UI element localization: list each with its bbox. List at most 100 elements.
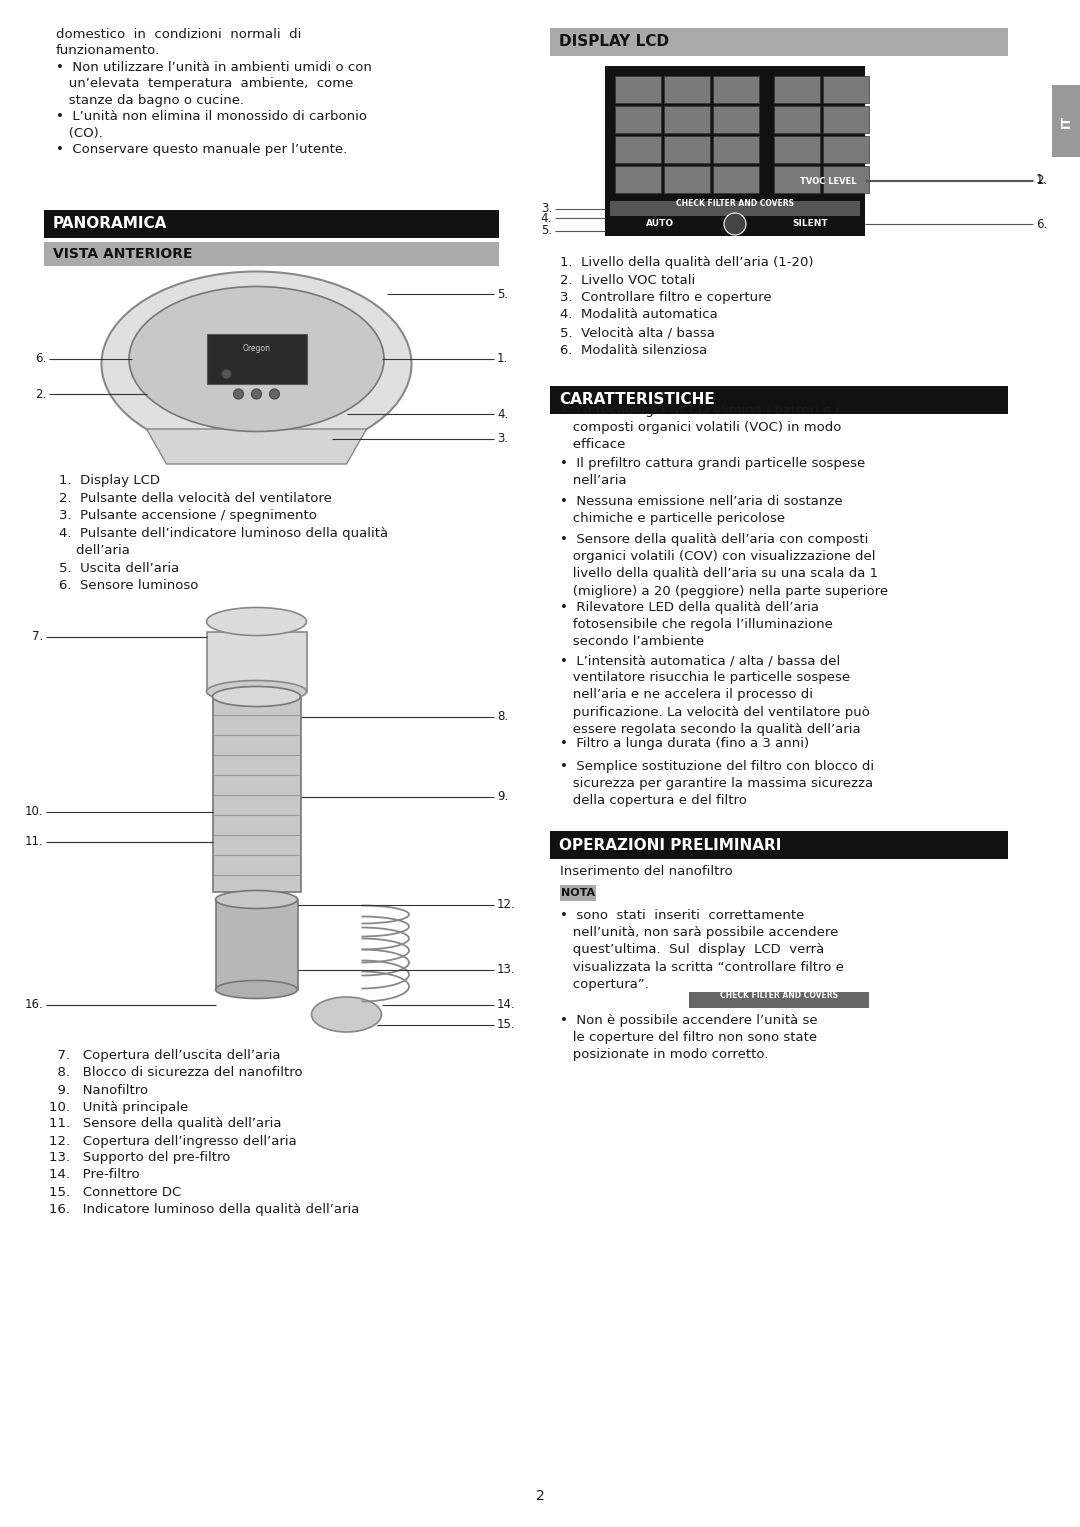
Text: 8.   Blocco di sicurezza del nanofiltro: 8. Blocco di sicurezza del nanofiltro xyxy=(49,1066,302,1080)
Bar xyxy=(713,136,759,163)
Text: 4.: 4. xyxy=(497,408,509,420)
Text: 1.  Display LCD: 1. Display LCD xyxy=(59,473,160,487)
Text: CARATTERISTICHE: CARATTERISTICHE xyxy=(559,392,715,408)
Polygon shape xyxy=(147,429,366,464)
Bar xyxy=(610,202,860,215)
Text: 11.   Sensore della qualità dell’aria: 11. Sensore della qualità dell’aria xyxy=(49,1118,282,1130)
Ellipse shape xyxy=(311,997,381,1032)
Text: 15.   Connettore DC: 15. Connettore DC xyxy=(49,1185,181,1199)
Text: 5.: 5. xyxy=(497,287,508,301)
Bar xyxy=(615,136,661,163)
Bar xyxy=(206,334,307,383)
Bar xyxy=(664,76,710,102)
Text: 5.  Velocità alta / bassa: 5. Velocità alta / bassa xyxy=(561,325,715,339)
Text: •  Nessuna emissione nell’aria di sostanze
   chimiche e particelle pericolose: • Nessuna emissione nell’aria di sostanz… xyxy=(561,495,842,525)
Text: 6.  Sensore luminoso: 6. Sensore luminoso xyxy=(59,579,199,592)
Text: •  Rilevatore LED della qualità dell’aria
   fotosensibile che regola l’illumina: • Rilevatore LED della qualità dell’aria… xyxy=(561,602,833,649)
Bar xyxy=(44,211,499,238)
Text: SILENT: SILENT xyxy=(793,220,827,229)
Text: 6.: 6. xyxy=(1036,217,1048,231)
Text: •  Il prefiltro cattura grandi particelle sospese
   nell’aria: • Il prefiltro cattura grandi particelle… xyxy=(561,457,865,487)
Text: 12.: 12. xyxy=(497,898,516,912)
Bar xyxy=(550,831,1008,860)
Text: 12.   Copertura dell’ingresso dell’aria: 12. Copertura dell’ingresso dell’aria xyxy=(49,1135,297,1147)
Text: 1.: 1. xyxy=(497,353,509,365)
Text: 7.: 7. xyxy=(31,631,43,643)
Text: •  Non utilizzare l’unità in ambienti umidi o con: • Non utilizzare l’unità in ambienti umi… xyxy=(56,61,372,73)
Bar xyxy=(774,166,820,192)
Bar xyxy=(689,993,869,1008)
Ellipse shape xyxy=(216,980,297,999)
Text: •  Non è possibile accendere l’unità se
   le coperture del filtro non sono stat: • Non è possibile accendere l’unità se l… xyxy=(561,1014,818,1061)
Text: •  L’intensità automatica / alta / bassa del
   ventilatore risucchia le partice: • L’intensità automatica / alta / bassa … xyxy=(561,654,869,736)
Bar xyxy=(713,166,759,192)
Text: 5.: 5. xyxy=(541,224,552,238)
Text: OPERAZIONI PRELIMINARI: OPERAZIONI PRELIMINARI xyxy=(559,837,781,852)
Circle shape xyxy=(252,389,261,399)
Text: PANORAMICA: PANORAMICA xyxy=(53,217,167,232)
Text: 5.  Uscita dell’aria: 5. Uscita dell’aria xyxy=(59,562,179,574)
Bar xyxy=(774,136,820,163)
Text: 2.  Livello VOC totali: 2. Livello VOC totali xyxy=(561,273,696,287)
Text: Inserimento del nanofiltro: Inserimento del nanofiltro xyxy=(561,864,732,878)
Bar xyxy=(615,166,661,192)
Bar xyxy=(664,166,710,192)
Text: 3.: 3. xyxy=(497,432,508,446)
Text: 6.  Modalità silenziosa: 6. Modalità silenziosa xyxy=(561,344,707,356)
Text: VISTA ANTERIORE: VISTA ANTERIORE xyxy=(53,247,192,261)
Text: 4.  Modalità automatica: 4. Modalità automatica xyxy=(561,308,718,322)
Text: 2.  Pulsante della velocità del ventilatore: 2. Pulsante della velocità del ventilato… xyxy=(59,492,332,504)
Text: 9.   Nanofiltro: 9. Nanofiltro xyxy=(49,1084,148,1096)
Text: 2: 2 xyxy=(536,1489,544,1503)
Text: 2.: 2. xyxy=(1036,174,1048,188)
Bar xyxy=(206,632,307,692)
Text: 2.: 2. xyxy=(35,388,46,400)
Text: CHECK FILTER AND COVERS: CHECK FILTER AND COVERS xyxy=(720,991,838,1000)
Text: dell’aria: dell’aria xyxy=(59,544,130,557)
Text: 16.   Indicatore luminoso della qualità dell’aria: 16. Indicatore luminoso della qualità de… xyxy=(49,1202,360,1215)
Bar xyxy=(44,241,499,266)
Text: 13.: 13. xyxy=(497,964,515,976)
Text: 16.: 16. xyxy=(24,999,43,1011)
Text: 14.   Pre-filtro: 14. Pre-filtro xyxy=(49,1168,139,1182)
Bar xyxy=(213,696,300,892)
Circle shape xyxy=(270,389,280,399)
Text: 4.  Pulsante dell’indicatore luminoso della qualità: 4. Pulsante dell’indicatore luminoso del… xyxy=(59,527,388,539)
Text: AUTO: AUTO xyxy=(646,220,674,229)
Bar xyxy=(823,166,869,192)
Bar xyxy=(774,105,820,133)
Bar xyxy=(713,105,759,133)
Bar xyxy=(615,76,661,102)
Bar xyxy=(664,136,710,163)
Bar xyxy=(605,66,865,237)
Bar xyxy=(216,899,297,989)
Text: CHECK FILTER AND COVERS: CHECK FILTER AND COVERS xyxy=(676,200,794,209)
Text: NOTA: NOTA xyxy=(561,889,595,898)
Text: 14.: 14. xyxy=(497,999,516,1011)
Text: 3.  Controllare filtro e coperture: 3. Controllare filtro e coperture xyxy=(561,292,771,304)
Text: 7.   Copertura dell’uscita dell’aria: 7. Copertura dell’uscita dell’aria xyxy=(49,1049,281,1063)
Text: 11.: 11. xyxy=(24,835,43,847)
Bar xyxy=(615,105,661,133)
Bar xyxy=(823,105,869,133)
Text: 4.: 4. xyxy=(541,212,552,224)
Text: 15.: 15. xyxy=(497,1019,515,1031)
Bar xyxy=(713,76,759,102)
Bar xyxy=(664,105,710,133)
Text: domestico  in  condizioni  normali  di: domestico in condizioni normali di xyxy=(56,27,301,41)
Text: DISPLAY LCD: DISPLAY LCD xyxy=(559,35,669,49)
Bar xyxy=(561,886,596,901)
Text: 10.   Unità principale: 10. Unità principale xyxy=(49,1101,188,1113)
Text: stanze da bagno o cucine.: stanze da bagno o cucine. xyxy=(56,95,244,107)
Text: 13.   Supporto del pre-filtro: 13. Supporto del pre-filtro xyxy=(49,1151,230,1165)
Text: 3.  Pulsante accensione / spegnimento: 3. Pulsante accensione / spegnimento xyxy=(59,508,316,522)
Text: 3.: 3. xyxy=(541,203,552,215)
Text: •  Semplice sostituzione del filtro con blocco di
   sicurezza per garantire la : • Semplice sostituzione del filtro con b… xyxy=(561,760,874,808)
Text: •  Sensore della qualità dell’aria con composti
   organici volatili (COV) con v: • Sensore della qualità dell’aria con co… xyxy=(561,533,888,597)
Ellipse shape xyxy=(129,287,384,432)
Bar xyxy=(550,386,1008,414)
Ellipse shape xyxy=(216,890,297,909)
Bar xyxy=(823,76,869,102)
Text: 8.: 8. xyxy=(497,710,508,722)
Bar xyxy=(1052,86,1080,157)
